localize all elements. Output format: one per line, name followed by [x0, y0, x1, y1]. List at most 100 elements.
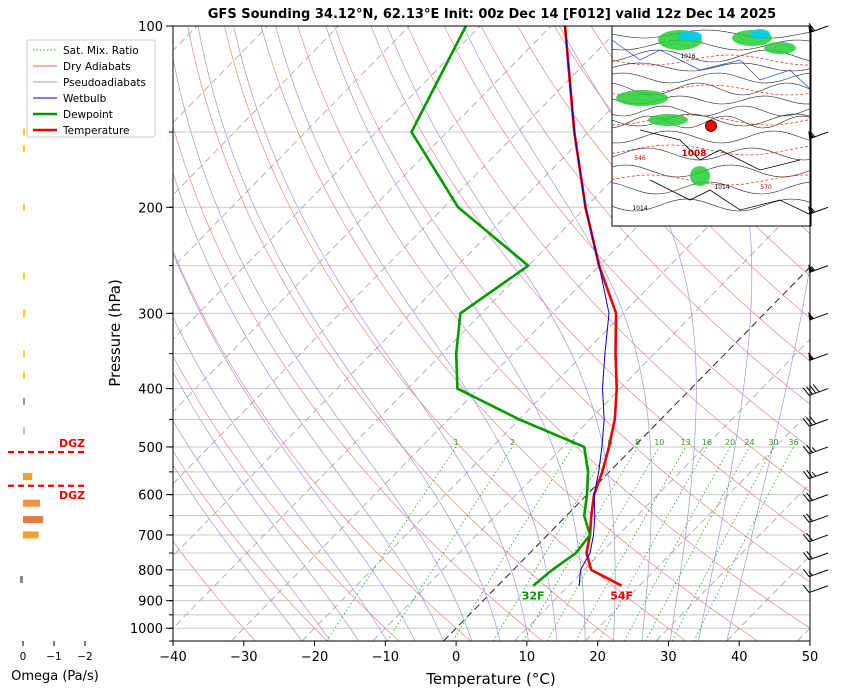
dry-adiabat: [173, 450, 328, 641]
y-tick-label: 300: [138, 307, 163, 322]
barb-staff: [809, 585, 829, 594]
barb-flag: [806, 444, 813, 453]
inset-map: 1008 1014 1016 546 570 1014: [611, 25, 812, 227]
x-axis-label: Temperature (°C): [425, 670, 555, 688]
omega-bar: [23, 516, 44, 524]
barb-flag: [808, 23, 816, 32]
map-label: 1014: [632, 205, 647, 212]
dry-adiabat: [370, 26, 810, 538]
y-tick-label: 400: [138, 383, 163, 398]
map-border: [639, 129, 801, 171]
mixing-ratio-line: [546, 446, 660, 641]
dry-adiabat: [173, 250, 471, 641]
barb-flag: [802, 568, 810, 578]
map-contour: [612, 72, 811, 84]
mixing-ratio-label: 20: [725, 438, 735, 447]
legend-label: Dewpoint: [63, 109, 113, 121]
omega-bar: [23, 128, 25, 136]
barb-flag: [802, 534, 810, 543]
pseudoadiabat: [726, 26, 810, 641]
dry-adiabat: [590, 26, 810, 277]
wind-barb: [808, 130, 829, 140]
mixing-ratio-label: 16: [702, 438, 712, 447]
wind-barb: [802, 532, 829, 543]
wind-barb: [802, 416, 829, 427]
pseudoadiabat: [558, 26, 697, 641]
isotherm-line: [173, 26, 622, 485]
y-tick-label: 200: [138, 201, 163, 216]
pseudoadiabat: [173, 371, 359, 641]
pseudoadiabat: [173, 420, 331, 641]
wind-barb: [802, 444, 829, 455]
wind-barbs: [802, 23, 829, 594]
pseudoadiabat: [233, 26, 529, 641]
isotherm-line: [514, 338, 810, 641]
profile-traces: 54F 32F: [410, 26, 633, 603]
isotherm-line: [584, 410, 810, 641]
x-tick-label: −20: [301, 650, 328, 665]
map-contour: [612, 147, 811, 161]
axes: −40 −30 −20 −10 0 10 20 30 40 50 100 200 300 400 500 60…: [130, 20, 818, 665]
map-label: 1016: [680, 53, 695, 60]
map-contour: [612, 54, 811, 66]
map-precip-core: [678, 31, 702, 41]
y-tick-label: 700: [138, 529, 163, 544]
x-tick-label: 20: [589, 650, 606, 665]
barb-flag: [806, 417, 813, 426]
map-precip-area: [648, 114, 688, 126]
dry-adiabat: [517, 26, 810, 362]
barb-staff: [809, 312, 829, 321]
barb-pennant: [808, 205, 814, 215]
x-tick-label: 10: [519, 650, 536, 665]
mixing-ratio-label: 1: [454, 438, 459, 447]
y-axis-label: Pressure (hPa): [106, 279, 124, 387]
barb-flag: [806, 386, 813, 395]
legend-label: Dry Adiabats: [63, 61, 131, 73]
trace-dewpoint: [410, 26, 592, 587]
y-tick-label: 600: [138, 489, 163, 504]
pseudoadiabat: [197, 26, 501, 641]
barb-flag: [802, 552, 810, 561]
map-contour: [612, 29, 811, 39]
barb-pennant: [808, 352, 814, 361]
omega-panel: 0 −1 −2 DGZ DGZ: [8, 128, 93, 663]
barb-flag: [802, 446, 810, 455]
omega-bar: [23, 499, 41, 507]
pseudoadiabat: [173, 252, 416, 641]
omega-bar: [23, 350, 25, 358]
omega-tick-label: −1: [46, 651, 61, 663]
mixing-ratio-line: [671, 446, 774, 641]
map-contour: [612, 198, 811, 212]
dry-adiabat: [480, 26, 810, 405]
map-contour: [612, 114, 811, 126]
legend-label: Wetbulb: [63, 93, 107, 105]
barb-half-flag: [808, 571, 813, 576]
barb-flag: [802, 514, 810, 523]
map-contour: [612, 181, 811, 195]
pseudoadiabat: [173, 316, 388, 641]
map-precip-area: [616, 90, 668, 106]
barb-flag: [809, 416, 817, 425]
barb-flag: [802, 387, 810, 396]
barb-flag: [802, 470, 810, 480]
map-label: 1014: [714, 184, 729, 191]
map-contour: [612, 130, 811, 144]
pseudoadiabat: [173, 172, 444, 641]
barb-pennant: [808, 130, 814, 139]
mixing-ratio-label: 8: [635, 438, 640, 447]
dgz-label: DGZ: [59, 489, 85, 502]
isotherm-line: [173, 26, 481, 341]
dry-adiabat: [187, 26, 615, 641]
barb-staff: [809, 265, 829, 273]
barb-half-flag: [811, 471, 817, 477]
omega-bar: [19, 576, 23, 584]
barb-half-flag: [810, 132, 816, 138]
wind-barb: [808, 352, 829, 361]
isotherm-line: [173, 26, 410, 268]
dry-adiabat: [173, 125, 543, 641]
map-precip-area: [690, 166, 710, 186]
barb-half-flag: [811, 447, 817, 452]
wind-barb: [808, 205, 829, 215]
isotherm-line: [655, 483, 810, 641]
